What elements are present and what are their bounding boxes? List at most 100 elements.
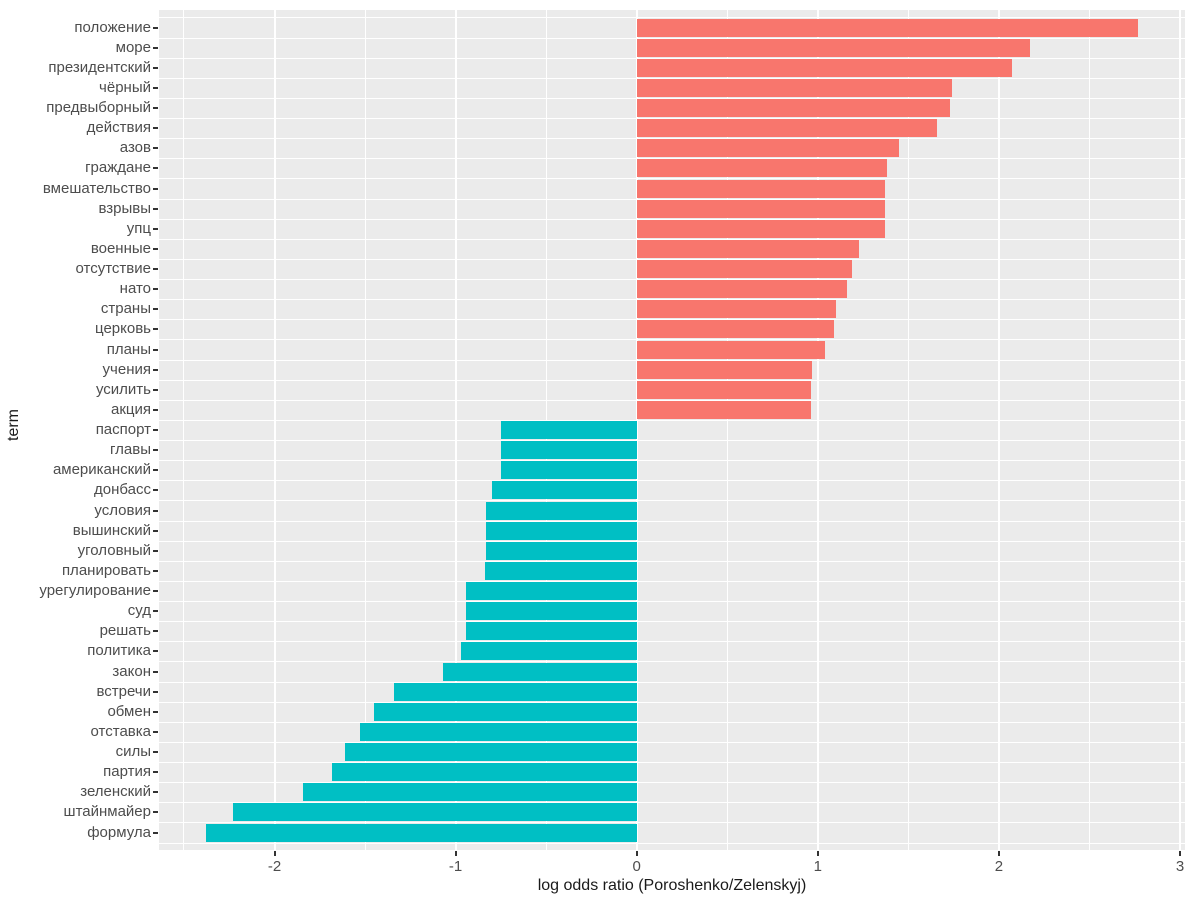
y-tick-label: урегулирование xyxy=(39,582,151,599)
bar xyxy=(442,662,637,681)
bar xyxy=(486,521,637,540)
minor-gridline xyxy=(183,10,185,850)
bar xyxy=(374,702,637,721)
x-tick-mark xyxy=(1179,851,1181,856)
row-separator-gridline xyxy=(159,299,1185,301)
y-tick-label: учения xyxy=(102,360,151,378)
x-axis-title: log odds ratio (Poroshenko/Zelenskyj) xyxy=(537,877,807,894)
row-separator-gridline xyxy=(159,621,1185,623)
bar xyxy=(636,380,811,399)
y-tick-mark xyxy=(153,247,158,250)
row-separator-gridline xyxy=(159,782,1185,784)
row-separator-gridline xyxy=(159,97,1185,99)
y-tick-mark xyxy=(153,147,158,150)
y-tick-label: отставка xyxy=(90,722,151,740)
row-separator-gridline xyxy=(159,419,1185,421)
row-separator-gridline xyxy=(159,540,1185,542)
y-tick-mark xyxy=(153,368,158,371)
y-tick-label: донбасс xyxy=(94,481,151,499)
bar xyxy=(486,501,637,520)
x-tick-mark xyxy=(454,851,457,856)
y-tick-label: усилить xyxy=(95,380,151,398)
row-separator-gridline xyxy=(159,118,1185,120)
minor-gridline xyxy=(907,10,909,850)
row-separator-gridline xyxy=(159,198,1185,200)
y-tick-mark xyxy=(153,831,158,834)
bar xyxy=(466,602,637,621)
y-tick-mark xyxy=(153,207,158,210)
y-tick-mark xyxy=(153,167,158,170)
row-separator-gridline xyxy=(159,721,1185,723)
row-separator-gridline xyxy=(159,158,1185,160)
bar xyxy=(636,38,1030,57)
minor-gridline xyxy=(364,10,366,850)
y-tick-label: формула xyxy=(87,823,151,841)
bar xyxy=(394,682,637,701)
x-tick-mark xyxy=(816,851,819,856)
row-separator-gridline xyxy=(159,802,1185,804)
row-separator-gridline xyxy=(159,601,1185,603)
y-tick-mark xyxy=(153,187,158,190)
y-tick-label: церковь xyxy=(95,320,151,338)
row-separator-gridline xyxy=(159,661,1185,663)
y-tick-mark xyxy=(153,388,158,391)
y-tick-label: чёрный xyxy=(99,78,151,96)
x-tick-mark xyxy=(273,851,276,856)
row-separator-gridline xyxy=(159,379,1185,381)
row-separator-gridline xyxy=(159,138,1185,140)
x-tick-mark xyxy=(997,851,1000,856)
bar xyxy=(636,280,847,299)
bar xyxy=(466,582,637,600)
bar xyxy=(636,219,885,238)
bar xyxy=(359,722,637,741)
row-separator-gridline xyxy=(159,57,1185,59)
y-tick-mark xyxy=(153,549,158,552)
x-tick-label: 2 xyxy=(994,858,1004,875)
row-separator-gridline xyxy=(159,460,1185,462)
y-tick-mark xyxy=(153,751,158,753)
y-tick-mark xyxy=(153,630,158,633)
row-separator-gridline xyxy=(159,480,1185,482)
y-tick-label: планировать xyxy=(61,561,151,579)
y-tick-mark xyxy=(153,670,158,673)
bar xyxy=(636,360,813,379)
x-tick-label: 1 xyxy=(813,858,822,875)
y-tick-label: вышинский xyxy=(72,521,151,539)
y-tick-label: азов xyxy=(119,139,151,157)
y-tick-mark xyxy=(153,610,158,613)
major-gridline xyxy=(1179,10,1181,850)
y-tick-mark xyxy=(153,449,158,452)
y-tick-label: политика xyxy=(87,642,151,660)
y-tick-label: закон xyxy=(112,662,151,680)
bar xyxy=(636,18,1139,37)
row-separator-gridline xyxy=(159,17,1185,19)
y-tick-label: отсутствие xyxy=(75,260,151,277)
row-separator-gridline xyxy=(159,822,1185,824)
major-gridline xyxy=(273,10,276,850)
y-tick-mark xyxy=(153,328,158,331)
row-separator-gridline xyxy=(159,762,1185,764)
y-tick-mark xyxy=(153,509,158,512)
major-gridline xyxy=(816,10,819,850)
y-tick-label: военные xyxy=(90,239,151,257)
y-tick-label: акция xyxy=(111,400,151,418)
y-tick-mark xyxy=(153,288,158,291)
y-tick-label: упц xyxy=(126,219,151,237)
row-separator-gridline xyxy=(159,37,1185,39)
y-tick-mark xyxy=(153,86,158,89)
row-separator-gridline xyxy=(159,258,1185,260)
major-gridline xyxy=(454,10,457,850)
y-tick-label: предвыборный xyxy=(46,99,151,116)
row-separator-gridline xyxy=(159,218,1185,220)
row-separator-gridline xyxy=(159,842,1185,844)
bar xyxy=(303,783,637,802)
x-tick-label: -2 xyxy=(267,858,282,875)
bar xyxy=(636,58,1012,77)
y-tick-mark xyxy=(153,529,158,532)
bar xyxy=(636,239,860,258)
y-tick-label: условия xyxy=(94,501,151,519)
y-tick-mark xyxy=(153,771,158,774)
bar xyxy=(484,561,637,580)
y-tick-mark xyxy=(153,268,158,270)
row-separator-gridline xyxy=(159,580,1185,582)
